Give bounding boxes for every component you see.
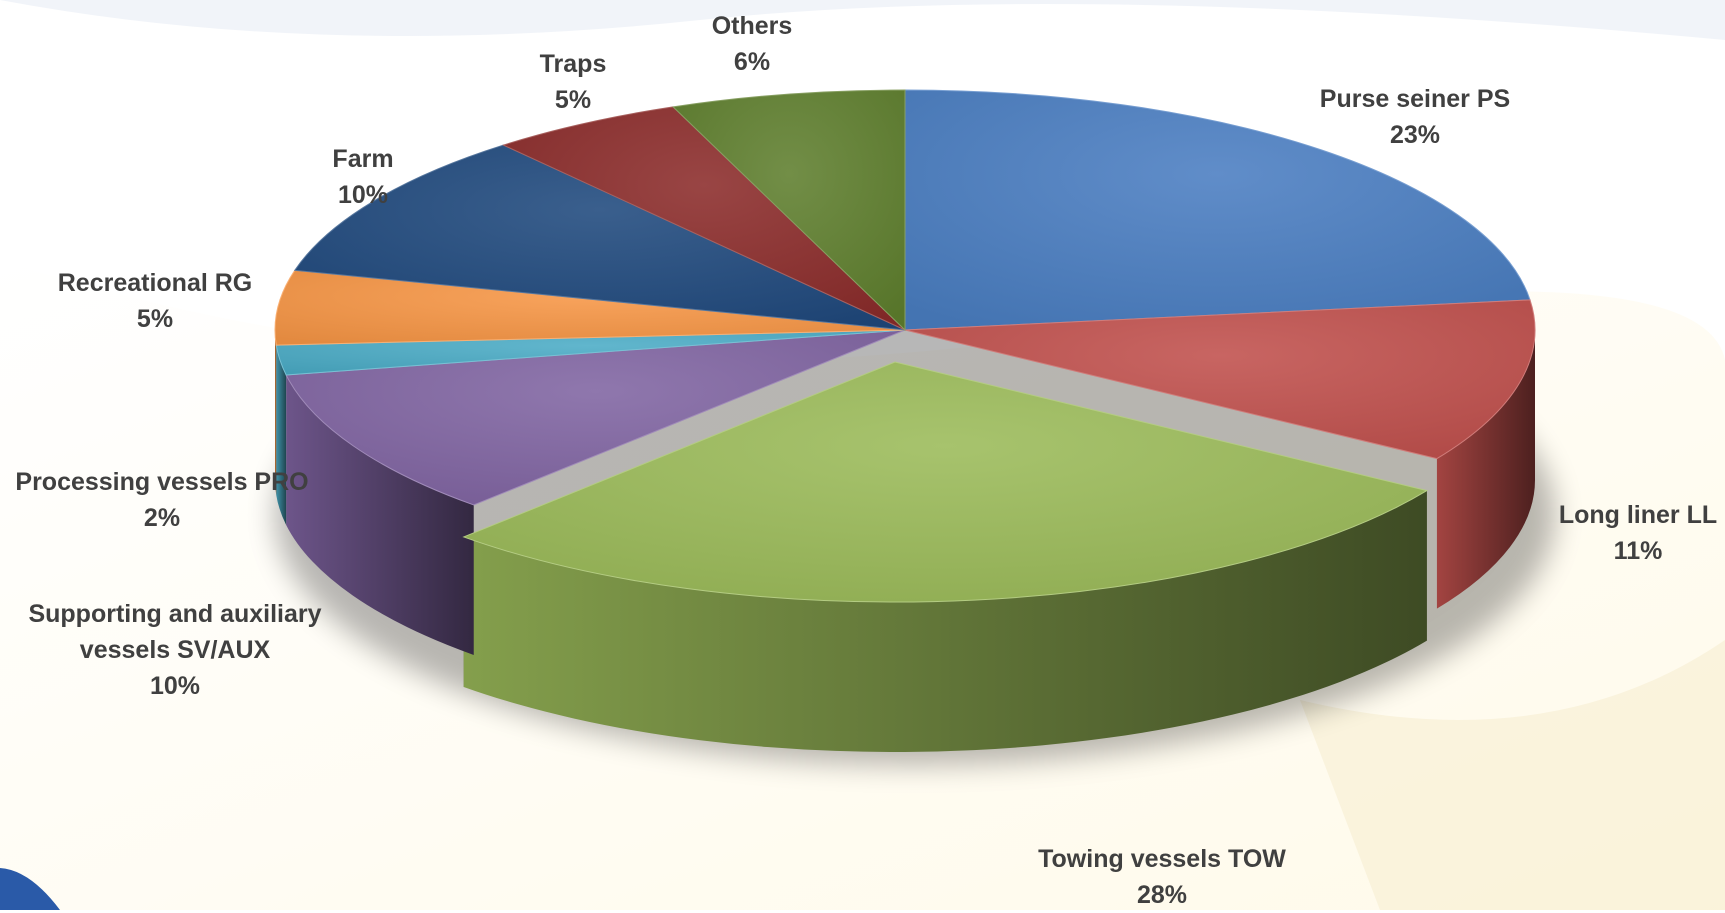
slice-label-long-liner: Long liner LL 11%	[1559, 497, 1717, 569]
slice-label-purse-seiner: Purse seiner PS 23%	[1320, 81, 1510, 153]
corner-swoosh	[0, 868, 60, 910]
slice-label-supporting-auxiliary: Supporting and auxiliary vessels SV/AUX …	[28, 596, 321, 704]
slice-label-percent: 5%	[136, 305, 174, 333]
slice-label-name: Recreational RG	[57, 269, 253, 297]
pie-side-rg	[275, 330, 277, 496]
slice-label-percent: 5%	[554, 86, 592, 114]
pie-slice-ll	[904, 299, 1536, 460]
slice-label-name: Others	[711, 12, 793, 40]
slice-label-percent: 23%	[1389, 121, 1441, 149]
pie-slice-farm	[293, 144, 906, 331]
slice-label-traps: Traps 5%	[540, 46, 607, 118]
slice-label-percent: 2%	[143, 504, 181, 532]
pie-side-tow	[463, 490, 1427, 753]
slice-label-others: Others 6%	[712, 8, 793, 80]
slice-label-percent: 6%	[733, 48, 771, 76]
pie-top	[274, 89, 1536, 603]
pie-slice-traps	[502, 106, 906, 331]
slice-label-towing-vessels: Towing vessels TOW 28%	[1038, 841, 1286, 913]
slice-label-recreational: Recreational RG 5%	[58, 265, 253, 337]
pie-side-svaux	[286, 374, 474, 655]
pie-side-ll	[1436, 330, 1535, 609]
slice-label-name: Traps	[539, 50, 607, 78]
slice-label-percent: 10%	[337, 181, 389, 209]
pie-slice-oth	[672, 89, 906, 332]
slice-label-farm: Farm 10%	[332, 141, 393, 213]
slice-label-percent: 11%	[1613, 537, 1663, 565]
slice-label-name-line-1: Supporting and auxiliary	[28, 600, 322, 628]
pie-slice-svaux	[285, 329, 906, 506]
slice-label-name: Purse seiner PS	[1319, 85, 1511, 113]
slice-label-name: Long liner LL	[1558, 501, 1718, 529]
pie-side-pro	[276, 345, 287, 525]
pie-slice-rg	[274, 269, 906, 346]
slice-label-percent: 10%	[149, 672, 201, 700]
pie-slice-ps	[904, 89, 1531, 331]
slice-label-processing-vessels: Processing vessels PRO 2%	[15, 464, 308, 536]
slice-label-name-line-2: vessels SV/AUX	[79, 636, 271, 664]
slice-label-percent: 28%	[1136, 881, 1188, 909]
slice-label-name: Processing vessels PRO	[15, 468, 309, 496]
slice-label-name: Farm	[332, 145, 394, 173]
slice-label-name: Towing vessels TOW	[1038, 845, 1286, 873]
pie-slice-tow	[462, 361, 1429, 603]
